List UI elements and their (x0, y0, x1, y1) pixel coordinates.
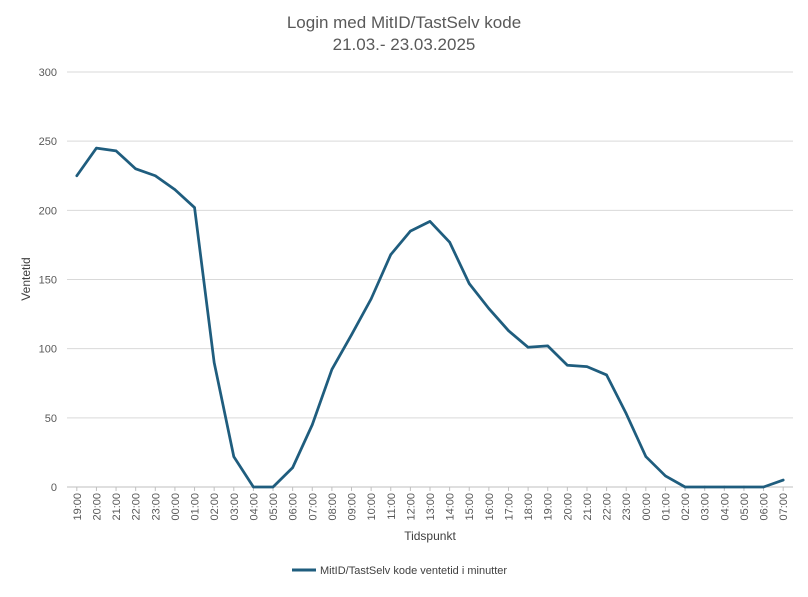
x-tick-label: 20:00 (91, 493, 103, 521)
y-tick-label: 100 (39, 344, 57, 356)
x-tick-label: 18:00 (523, 493, 535, 521)
data-point (232, 455, 235, 458)
data-point (762, 485, 765, 489)
x-tick-label: 09:00 (347, 493, 359, 521)
chart-title-line-1: Login med MitID/TastSelv kode (287, 13, 521, 32)
data-point (585, 365, 589, 368)
x-tick-label: 02:00 (680, 493, 692, 521)
x-tick-label: 00:00 (170, 493, 182, 521)
y-tick-label: 150 (39, 275, 57, 287)
x-tick-label: 01:00 (660, 493, 672, 521)
data-point (95, 146, 98, 150)
data-point (428, 220, 432, 223)
y-tick-label: 250 (39, 136, 57, 148)
x-tick-label: 17:00 (503, 493, 515, 521)
data-point (330, 368, 334, 371)
data-point (703, 485, 706, 489)
data-point (193, 206, 196, 209)
data-point (781, 478, 785, 482)
x-tick-label: 13:00 (425, 493, 437, 521)
legend-label: MitID/TastSelv kode ventetid i minutter (320, 565, 507, 577)
x-tick-label: 02:00 (209, 493, 221, 521)
x-tick-label: 21:00 (582, 493, 594, 521)
x-tick-label: 10:00 (366, 493, 378, 521)
x-tick-label: 11:00 (386, 493, 398, 520)
x-tick-label: 19:00 (543, 493, 555, 521)
data-point (448, 240, 451, 244)
x-tick-label: 06:00 (759, 493, 771, 521)
data-point (487, 307, 491, 310)
data-point (252, 485, 255, 489)
data-point (75, 174, 79, 177)
data-point (683, 485, 687, 489)
data-point (723, 485, 726, 489)
y-axis-ticks: 0 50 100 150 200 250 300 (39, 67, 57, 494)
x-tick-label: 22:00 (131, 493, 143, 521)
data-point (369, 297, 373, 301)
x-tick-label: 07:00 (778, 493, 790, 521)
x-tick-label: 06:00 (288, 493, 300, 521)
chart-title-line-2: 21.03.- 23.03.2025 (333, 35, 476, 54)
y-tick-label: 200 (39, 205, 57, 217)
x-tick-label: 20:00 (562, 493, 574, 521)
data-point (389, 253, 392, 256)
x-tick-label: 07:00 (307, 493, 319, 521)
x-tick-label: 03:00 (700, 493, 712, 521)
data-point (271, 485, 275, 489)
x-tick-label: 14:00 (445, 493, 457, 521)
data-point (546, 344, 549, 348)
data-point (350, 333, 353, 337)
data-point (664, 474, 667, 478)
data-point (468, 282, 471, 285)
x-tick-label: 22:00 (602, 493, 614, 521)
x-tick-label: 19:00 (72, 493, 84, 521)
y-axis-title: Ventetid (19, 257, 33, 300)
y-tick-label: 50 (45, 413, 57, 425)
x-tick-label: 05:00 (268, 493, 280, 521)
x-tick-label: 15:00 (464, 493, 476, 521)
data-point (114, 149, 118, 153)
x-tick-label: 21:00 (111, 493, 123, 521)
data-point (311, 423, 314, 426)
x-tick-label: 05:00 (739, 493, 751, 521)
data-point (742, 485, 746, 489)
y-tick-label: 300 (39, 67, 57, 79)
data-point (644, 455, 648, 458)
x-tick-label: 04:00 (719, 493, 731, 521)
data-point (566, 364, 569, 367)
x-tick-label: 00:00 (641, 493, 653, 521)
data-point (134, 167, 137, 171)
x-tick-label: 16:00 (484, 493, 496, 521)
x-tick-label: 03:00 (229, 493, 241, 521)
data-point (409, 229, 412, 233)
gridlines (67, 71, 793, 488)
series-line (75, 146, 785, 489)
x-tick-label: 23:00 (621, 493, 633, 521)
x-axis-title: Tidspunkt (404, 529, 456, 543)
series-layer (75, 146, 785, 489)
x-tick-label: 08:00 (327, 493, 339, 521)
x-tick-label: 04:00 (248, 493, 260, 521)
data-point (212, 361, 216, 364)
data-point (605, 373, 608, 377)
data-point (526, 346, 530, 349)
y-tick-label: 0 (51, 482, 57, 494)
x-axis-ticks: 19:00 20:00 21:00 22:00 23:00 00:00 01:00 02:00… (72, 487, 790, 521)
x-tick-label: 01:00 (190, 493, 202, 521)
legend: MitID/TastSelv kode ventetid i minutter (292, 565, 507, 577)
data-point (154, 174, 157, 177)
x-tick-label: 12:00 (405, 493, 417, 521)
data-point (291, 466, 294, 469)
data-point (173, 188, 177, 191)
data-point (507, 329, 510, 332)
data-point (625, 412, 628, 415)
x-tick-label: 23:00 (150, 493, 162, 521)
